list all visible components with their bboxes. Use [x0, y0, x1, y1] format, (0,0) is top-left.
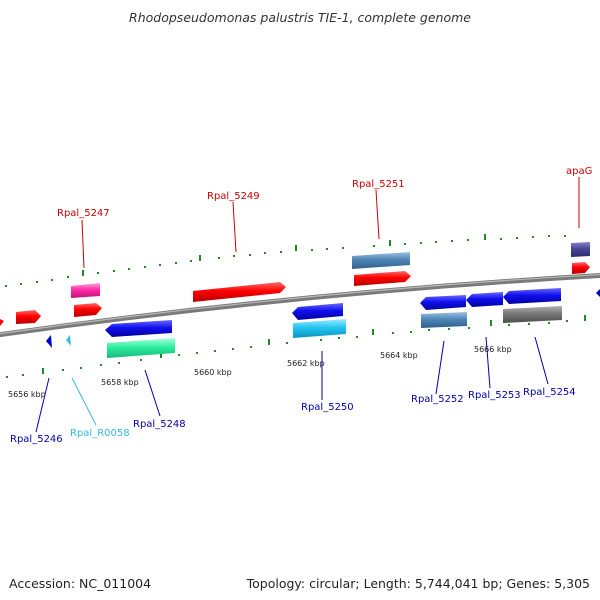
gene-arrow-rpal-5246[interactable] — [46, 335, 52, 348]
gene-labels: Rpal_5247 Rpal_5249 Rpal_5251 apaG Rpal_… — [10, 166, 592, 445]
scale-label: 5656 kbp — [8, 390, 46, 399]
gene-arrow-rpal-5249[interactable] — [193, 282, 286, 302]
scale-label: 5664 kbp — [380, 351, 418, 360]
accession-label: Accession: NC_011004 — [9, 576, 152, 591]
inner-tick-row — [6, 315, 586, 378]
scale-labels: 5656 kbp 5658 kbp 5660 kbp 5662 kbp 5664… — [8, 345, 512, 399]
gene-label-rpal-5252[interactable]: Rpal_5252 — [411, 394, 464, 405]
genome-summary: Topology: circular; Length: 5,744,041 bp… — [246, 576, 590, 591]
gene-label-rpal-5250[interactable]: Rpal_5250 — [301, 402, 354, 413]
gene-arrow-rpal-5250-lower[interactable] — [293, 319, 346, 338]
gene-arrow-rpal-5254-lower[interactable] — [503, 306, 562, 323]
gene-label-rpal-5253[interactable]: Rpal_5253 — [468, 390, 521, 401]
gene-arrow-rpal-5254-upper[interactable] — [503, 288, 561, 304]
gene-arrow-rpal-5248-upper[interactable] — [105, 320, 172, 337]
gene-label-apag[interactable]: apaG — [566, 166, 592, 177]
outer-tick-row — [5, 234, 566, 287]
gene-label-rpal-5254[interactable]: Rpal_5254 — [523, 387, 576, 398]
gene-arrow-rpal-5248-lower[interactable] — [107, 338, 175, 358]
gene-label-rpal-5248[interactable]: Rpal_5248 — [133, 419, 186, 430]
gene-label-rpal-5251[interactable]: Rpal_5251 — [352, 179, 405, 190]
gene-arrow-rpal-5251-upper[interactable] — [352, 252, 410, 269]
gene-arrow[interactable] — [16, 310, 41, 324]
gene-arrow-rpal-5252-lower[interactable] — [421, 312, 467, 328]
gene-arrow-apag-upper[interactable] — [571, 242, 590, 257]
forward-strand-features — [16, 242, 590, 324]
genome-backbone — [0, 273, 600, 338]
gene-arrow-rpal-5247-lower[interactable] — [74, 303, 102, 317]
gene-arrow-rpal-5251-lower[interactable] — [354, 271, 411, 286]
gene-label-rpal-5247[interactable]: Rpal_5247 — [57, 208, 110, 219]
gene-arrow-rpal-5250-upper[interactable] — [292, 303, 343, 320]
scale-label: 5658 kbp — [101, 378, 139, 387]
gene-arrow-apag-lower[interactable] — [572, 262, 590, 274]
gene-arrow[interactable] — [0, 319, 4, 326]
gene-label-rpal-5246[interactable]: Rpal_5246 — [10, 434, 63, 445]
scale-label: 5662 kbp — [287, 359, 325, 368]
genome-backbone-highlight — [0, 273, 600, 335]
gene-arrow-rpal-5253[interactable] — [466, 292, 503, 307]
reverse-strand-features — [0, 287, 600, 358]
gene-label-rpal-5249[interactable]: Rpal_5249 — [207, 191, 260, 202]
scale-label: 5660 kbp — [194, 368, 232, 377]
gene-arrow[interactable] — [596, 287, 600, 301]
leader-lines — [35, 177, 580, 433]
map-title: Rhodopseudomonas palustris TIE-1, comple… — [129, 10, 471, 25]
gene-label-rpal-r0058[interactable]: Rpal_R0058 — [70, 428, 130, 439]
gene-arrow-rpal-5252-upper[interactable] — [420, 295, 466, 310]
gene-arrow-rpal-5247-upper[interactable] — [71, 283, 100, 298]
scale-label: 5666 kbp — [474, 345, 512, 354]
rna-arrow-rpal-r0058[interactable] — [66, 335, 71, 346]
